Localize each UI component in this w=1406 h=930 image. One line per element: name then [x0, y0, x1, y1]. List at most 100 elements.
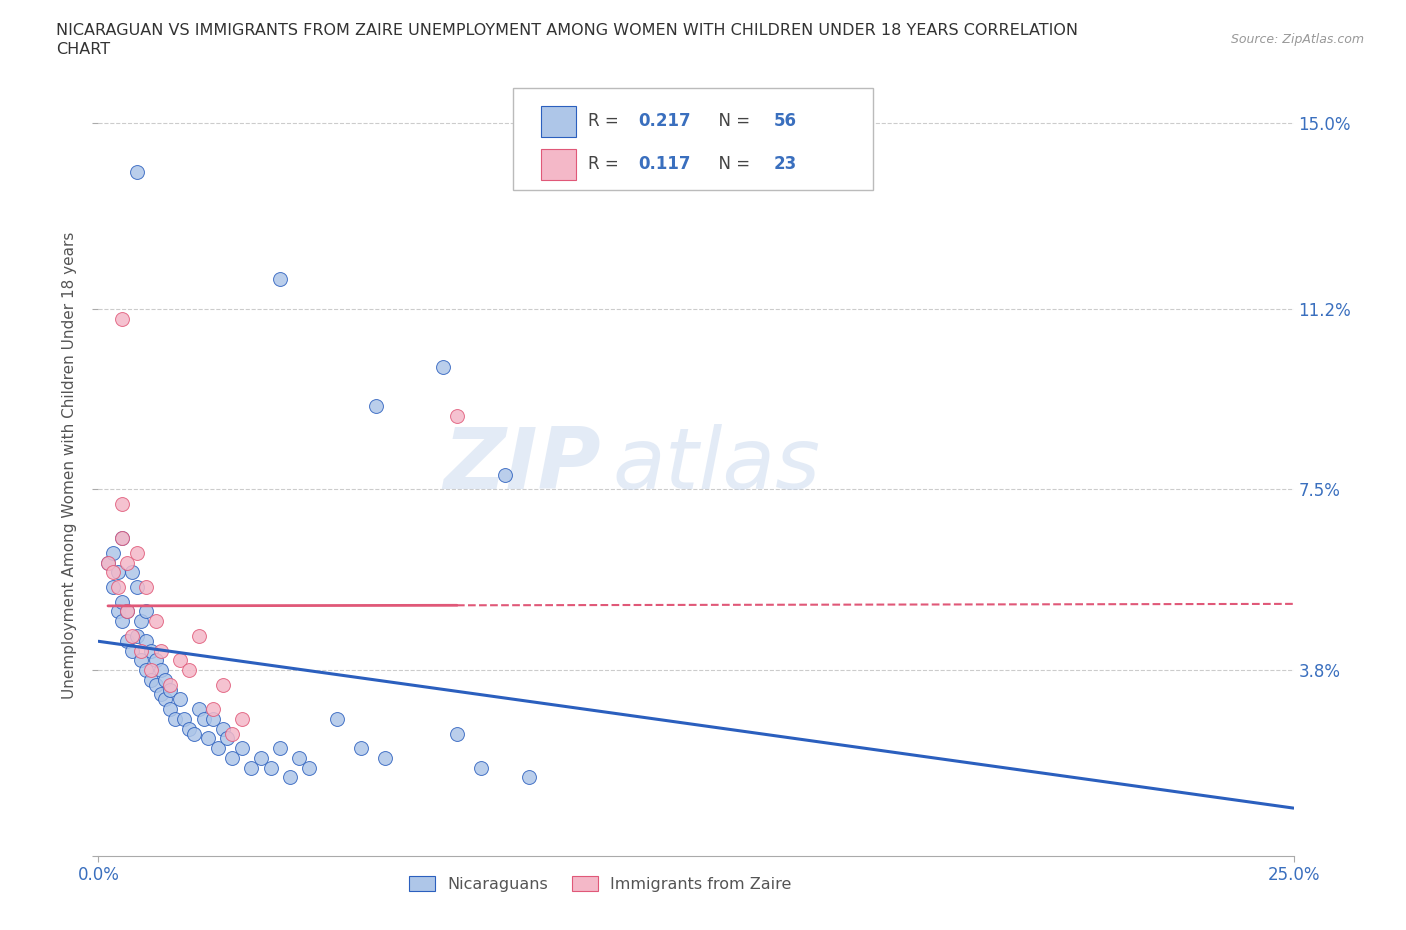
Point	[115, 555, 138, 570]
Text: N =: N =	[709, 113, 755, 130]
Legend: Nicaraguans, Immigrants from Zaire: Nicaraguans, Immigrants from Zaire	[402, 870, 799, 898]
Point	[231, 711, 253, 726]
Text: atlas: atlas	[613, 423, 820, 507]
Point	[326, 711, 349, 726]
Point	[115, 633, 138, 648]
Point	[169, 653, 191, 668]
Point	[494, 467, 516, 482]
Point	[111, 614, 134, 629]
Point	[135, 579, 157, 594]
Point	[97, 555, 120, 570]
Point	[193, 711, 215, 726]
Point	[131, 653, 153, 668]
Text: 23: 23	[773, 155, 797, 173]
Point	[187, 702, 209, 717]
Point	[202, 711, 225, 726]
Point	[145, 614, 167, 629]
Point	[221, 726, 243, 741]
Point	[173, 711, 195, 726]
Point	[111, 497, 134, 512]
Point	[115, 604, 138, 619]
Point	[250, 751, 273, 765]
Point	[107, 604, 129, 619]
Point	[240, 761, 263, 776]
Point	[135, 633, 157, 648]
Point	[207, 740, 229, 755]
Point	[131, 644, 153, 658]
Point	[107, 579, 129, 594]
Point	[111, 594, 134, 609]
Point	[97, 555, 120, 570]
Point	[139, 644, 162, 658]
Point	[159, 683, 181, 698]
Point	[107, 565, 129, 580]
Text: R =: R =	[589, 113, 624, 130]
Point	[432, 360, 454, 375]
Text: N =: N =	[709, 155, 755, 173]
Point	[125, 629, 148, 644]
Point	[446, 726, 468, 741]
Point	[111, 531, 134, 546]
Point	[470, 761, 492, 776]
Point	[159, 677, 181, 692]
Point	[231, 740, 253, 755]
Point	[135, 662, 157, 677]
Text: 0.117: 0.117	[638, 155, 692, 173]
Point	[149, 644, 172, 658]
Point	[111, 311, 134, 326]
Point	[269, 740, 291, 755]
Point	[111, 531, 134, 546]
Point	[259, 761, 281, 776]
Point	[202, 702, 225, 717]
Point	[145, 677, 167, 692]
Point	[125, 545, 148, 560]
Point	[364, 399, 387, 414]
FancyBboxPatch shape	[513, 87, 873, 190]
FancyBboxPatch shape	[541, 106, 576, 137]
Text: Source: ZipAtlas.com: Source: ZipAtlas.com	[1230, 33, 1364, 46]
Point	[139, 672, 162, 687]
Point	[278, 770, 301, 785]
Point	[217, 731, 239, 746]
Point	[121, 629, 143, 644]
Point	[149, 662, 172, 677]
Point	[179, 722, 201, 737]
Point	[211, 722, 233, 737]
Point	[125, 579, 148, 594]
Point	[101, 579, 124, 594]
Text: R =: R =	[589, 155, 624, 173]
Point	[187, 629, 209, 644]
Point	[149, 687, 172, 702]
Point	[131, 614, 153, 629]
Text: 56: 56	[773, 113, 797, 130]
Point	[197, 731, 219, 746]
Point	[179, 662, 201, 677]
Point	[155, 672, 177, 687]
Point	[298, 761, 321, 776]
Y-axis label: Unemployment Among Women with Children Under 18 years: Unemployment Among Women with Children U…	[62, 232, 77, 698]
Point	[221, 751, 243, 765]
Point	[446, 409, 468, 424]
Point	[145, 653, 167, 668]
Point	[169, 692, 191, 707]
Point	[121, 644, 143, 658]
Text: NICARAGUAN VS IMMIGRANTS FROM ZAIRE UNEMPLOYMENT AMONG WOMEN WITH CHILDREN UNDER: NICARAGUAN VS IMMIGRANTS FROM ZAIRE UNEM…	[56, 23, 1078, 38]
Point	[159, 702, 181, 717]
Point	[115, 604, 138, 619]
Text: ZIP: ZIP	[443, 423, 600, 507]
Point	[211, 677, 233, 692]
Text: 0.217: 0.217	[638, 113, 692, 130]
FancyBboxPatch shape	[541, 149, 576, 179]
Point	[121, 565, 143, 580]
Point	[125, 165, 148, 179]
Point	[155, 692, 177, 707]
Text: CHART: CHART	[56, 42, 110, 57]
Point	[101, 545, 124, 560]
Point	[163, 711, 186, 726]
Point	[139, 662, 162, 677]
Point	[374, 751, 396, 765]
Point	[101, 565, 124, 580]
Point	[135, 604, 157, 619]
Point	[288, 751, 311, 765]
Point	[517, 770, 540, 785]
